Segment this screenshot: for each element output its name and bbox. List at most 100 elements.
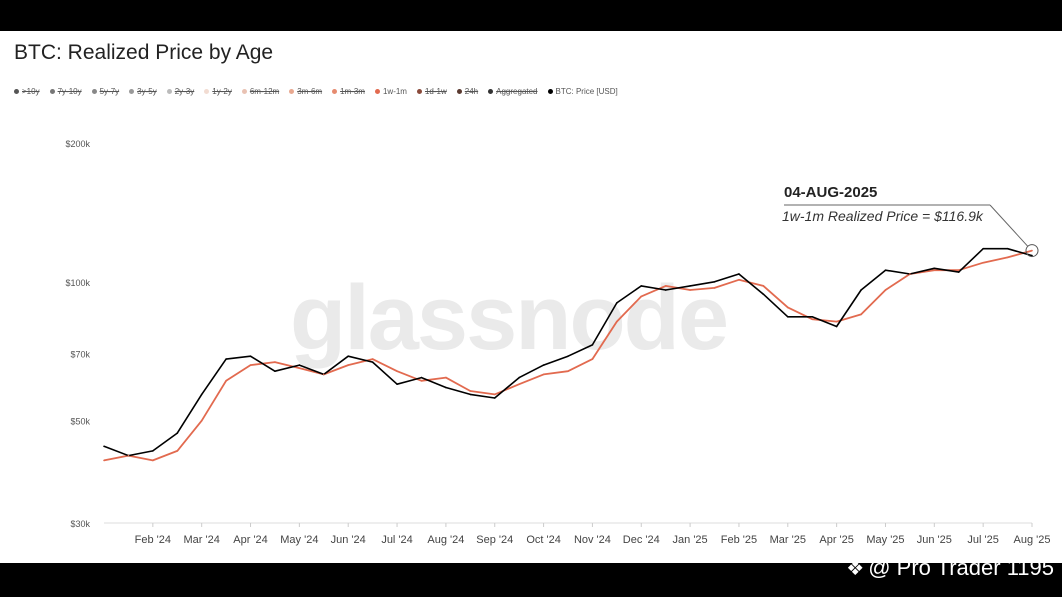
- x-tick-label: Feb '24: [135, 534, 171, 546]
- legend-dot-icon: [241, 89, 247, 94]
- realized-price-point: [1006, 256, 1009, 259]
- btc-price-point: [884, 269, 887, 271]
- legend-dot-icon: [332, 89, 338, 94]
- realized-price-point: [909, 273, 911, 275]
- realized-price-point: [689, 289, 691, 291]
- btc-price-point: [298, 364, 301, 366]
- btc-price-point: [396, 383, 398, 385]
- realized-price-point: [103, 459, 105, 462]
- legend-label: 6m-12m: [249, 87, 280, 96]
- btc-price-point: [420, 376, 423, 379]
- x-tick-label: Jul '24: [381, 534, 412, 546]
- btc-price-point: [176, 432, 179, 434]
- x-tick-label: Sep '24: [476, 534, 513, 546]
- btc-price-point: [738, 273, 740, 275]
- legend-dot-icon: [91, 89, 97, 94]
- x-tick-label: Aug '24: [427, 534, 464, 546]
- annotation-leader-line: [989, 204, 1029, 247]
- btc-price-point: [493, 397, 496, 399]
- realized-price-point: [811, 318, 814, 320]
- btc-price-point: [371, 361, 374, 363]
- btc-price-point: [103, 445, 105, 448]
- legend-item[interactable]: 24h: [456, 87, 479, 96]
- legend-label: 7y-10y: [57, 87, 82, 96]
- x-tick-label: Dec '24: [623, 534, 660, 546]
- btc-price-point: [957, 271, 960, 273]
- realized-price-point: [127, 454, 130, 457]
- realized-price-point: [493, 393, 496, 396]
- legend-item[interactable]: 3y-5y: [129, 87, 157, 96]
- legend-dot-icon: [488, 89, 494, 94]
- x-tick-label: Feb '25: [721, 534, 757, 546]
- legend-label: 3m-6m: [297, 87, 323, 96]
- realized-price-point: [347, 364, 350, 366]
- legend-item[interactable]: Aggregated: [488, 87, 538, 96]
- btc-price-point: [811, 315, 814, 318]
- legend-label: 1y-2y: [212, 87, 232, 96]
- x-tick-label: Nov '24: [574, 534, 611, 546]
- btc-price-point: [274, 370, 276, 373]
- credit-text: @ Pro Trader 1195: [868, 555, 1054, 580]
- realized-price-point: [274, 361, 276, 363]
- realized-price-point: [884, 289, 887, 291]
- btc-price-point: [762, 293, 765, 296]
- realized-price-point: [640, 295, 643, 298]
- btc-price-point: [347, 355, 350, 357]
- legend-label: 2y-3y: [174, 87, 195, 96]
- realized-price-point: [835, 320, 838, 323]
- legend-label: 5y-7y: [99, 87, 120, 96]
- legend-label: 1d-1w: [424, 87, 447, 96]
- legend-label: 1w-1m: [382, 87, 407, 96]
- legend-item[interactable]: 1m-3m: [332, 87, 365, 96]
- legend-item[interactable]: 6m-12m: [241, 87, 280, 96]
- legend-item[interactable]: 1w-1m: [374, 87, 407, 96]
- btc-price-point: [664, 289, 667, 291]
- btc-price-point: [689, 285, 691, 287]
- realized-price-point: [371, 358, 374, 360]
- legend-label: Aggregated: [496, 87, 538, 96]
- legend-item[interactable]: 1d-1w: [416, 87, 447, 96]
- legend-label: 1m-3m: [340, 87, 365, 96]
- legend-item[interactable]: 5y-7y: [91, 87, 120, 96]
- realized-price-point: [860, 313, 862, 316]
- x-tick-label: Mar '24: [184, 534, 220, 546]
- y-tick-label: $30k: [70, 519, 90, 529]
- x-tick-label: Oct '24: [526, 534, 561, 546]
- btc-price-point: [616, 302, 618, 304]
- legend-item[interactable]: 1y-2y: [204, 87, 232, 96]
- legend-dot-icon: [166, 89, 172, 94]
- legend-dot-icon: [456, 89, 462, 94]
- x-tick-label: May '25: [866, 534, 904, 546]
- btc-price-point: [835, 325, 838, 328]
- btc-price-point: [200, 393, 203, 396]
- realized-price-point: [176, 450, 179, 452]
- realized-price-point: [200, 419, 203, 422]
- chart-panel: BTC: Realized Price by Age >10y 7y-10y 5y-…: [0, 31, 1062, 563]
- btc-price-point: [225, 358, 227, 360]
- glassnode-watermark: glassnode: [290, 267, 729, 369]
- realized-price-point: [518, 383, 520, 385]
- realized-price-point: [591, 358, 594, 360]
- legend-item[interactable]: >10y: [14, 87, 40, 96]
- legend-label: 24h: [464, 87, 479, 96]
- annotation-marker: [1025, 244, 1039, 258]
- legend-item[interactable]: 7y-10y: [49, 87, 82, 96]
- x-tick-label: Apr '25: [819, 534, 854, 546]
- btc-price-point: [860, 289, 862, 291]
- legend-item[interactable]: 2y-3y: [166, 87, 195, 96]
- btc-price-point: [786, 315, 789, 318]
- binance-logo-icon: ❖: [846, 557, 865, 580]
- legend-item[interactable]: 3m-6m: [289, 87, 322, 96]
- legend-dot-icon: [374, 89, 380, 94]
- x-tick-label: Jan '25: [673, 534, 708, 546]
- realized-price-point: [738, 279, 740, 281]
- x-tick-label: May '24: [280, 534, 318, 546]
- legend-item[interactable]: BTC: Price [USD]: [547, 87, 618, 96]
- legend-dot-icon: [49, 89, 55, 94]
- realized-price-point: [542, 373, 545, 376]
- btc-price-point: [713, 281, 716, 283]
- legend-dot-icon: [204, 89, 210, 94]
- legend-dot-icon: [289, 89, 295, 94]
- btc-price-point: [591, 344, 594, 346]
- realized-price-point: [445, 376, 447, 379]
